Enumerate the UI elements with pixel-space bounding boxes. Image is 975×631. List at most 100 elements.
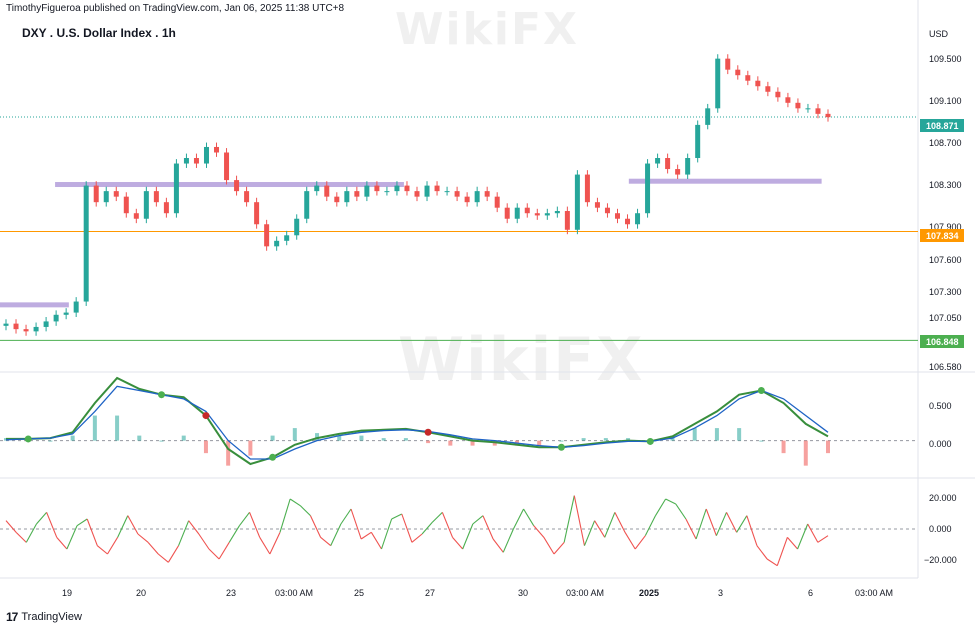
histogram-bar <box>737 428 742 441</box>
candle-body <box>574 174 580 230</box>
time-tick-label: 03:00 AM <box>566 588 604 598</box>
candle-body <box>685 158 691 175</box>
momentum-segment <box>36 511 48 525</box>
momentum-segment <box>238 512 250 526</box>
candle-body <box>564 211 570 230</box>
candle-body <box>183 158 189 164</box>
momentum-segment <box>401 513 413 543</box>
histogram-bar <box>226 440 231 466</box>
candle-body <box>334 196 340 203</box>
candle-body <box>133 213 139 219</box>
candle-body <box>534 213 540 216</box>
histogram-bar <box>537 440 542 446</box>
momentum-segment <box>736 515 748 533</box>
histogram-bar <box>292 428 297 441</box>
histogram-bar <box>626 438 631 441</box>
histogram-bar <box>426 440 431 444</box>
momentum-segment <box>675 503 687 520</box>
chart-title: DXY . U.S. Dollar Index . 1h <box>22 26 176 40</box>
crossover-dot <box>757 387 765 395</box>
momentum-segment <box>462 523 474 550</box>
candle-body <box>3 323 9 326</box>
mom-tick-label: −20.000 <box>924 555 957 565</box>
candle-body <box>314 185 320 192</box>
candle-body <box>795 102 801 109</box>
price-tick-label: 108.700 <box>929 138 962 148</box>
momentum-segment <box>553 541 565 555</box>
support-resistance-zone <box>55 182 404 188</box>
candle-body <box>354 191 360 197</box>
price-tick-label: 106.580 <box>929 362 962 372</box>
momentum-segment <box>157 553 169 563</box>
candle-body <box>43 321 49 327</box>
candle-body <box>23 329 29 332</box>
time-tick-label: 20 <box>136 588 146 598</box>
candle-body <box>745 75 751 81</box>
momentum-segment <box>86 518 98 546</box>
support-resistance-zone <box>628 178 822 184</box>
momentum-segment <box>746 515 758 546</box>
candle-body <box>93 185 99 203</box>
momentum-segment <box>573 495 585 546</box>
candle-body <box>424 185 430 197</box>
momentum-segment <box>117 515 129 538</box>
last-price-badge <box>920 119 964 132</box>
momentum-segment <box>705 508 717 536</box>
momentum-segment <box>583 520 596 546</box>
candle-body <box>514 207 520 219</box>
time-tick-label: 25 <box>354 588 364 598</box>
momentum-segment <box>695 508 707 540</box>
momentum-segment <box>5 520 17 533</box>
histogram-bar <box>270 435 275 441</box>
histogram-bar <box>181 435 186 441</box>
momentum-segment <box>178 520 190 546</box>
candle-body <box>364 185 370 197</box>
momentum-segment <box>492 538 504 553</box>
time-tick-label: 03:00 AM <box>275 588 313 598</box>
momentum-segment <box>604 512 616 538</box>
histogram-bar <box>826 440 830 454</box>
crossover-dot <box>269 453 277 461</box>
momentum-segment <box>167 545 179 563</box>
price-tick-label: 109.500 <box>929 54 962 64</box>
momentum-segment <box>249 512 261 538</box>
candle-body <box>464 196 470 203</box>
momentum-segment <box>431 511 443 523</box>
momentum-segment <box>46 512 58 538</box>
histogram-bar <box>92 415 97 441</box>
candle-body <box>544 213 550 216</box>
momentum-segment <box>269 532 281 555</box>
candle-body <box>524 207 530 214</box>
time-tick-label: 27 <box>425 588 435 598</box>
candle-body <box>554 211 560 214</box>
momentum-segment <box>56 536 68 550</box>
green-level-badge <box>920 335 964 348</box>
momentum-segment <box>96 545 108 555</box>
histogram-bar <box>603 438 608 441</box>
candle-body <box>274 240 280 247</box>
candle-body <box>785 97 791 103</box>
candle-body <box>284 235 290 241</box>
candle-body <box>484 191 490 197</box>
candle-body <box>715 58 721 109</box>
time-tick-label: 03:00 AM <box>855 588 893 598</box>
momentum-segment <box>391 513 403 520</box>
histogram-bar <box>315 433 320 441</box>
candle-body <box>123 196 129 214</box>
last-price-label: 108.871 <box>926 121 959 131</box>
candle-body <box>625 218 631 225</box>
histogram-bar <box>470 440 475 446</box>
histogram-bar <box>692 428 697 441</box>
footer[interactable]: 17 TradingView <box>6 610 82 624</box>
candle-body <box>344 191 350 203</box>
crossover-dot <box>202 412 210 420</box>
candle-body <box>113 191 119 197</box>
momentum-segment <box>228 525 240 543</box>
orange-level-label: 107.834 <box>926 231 959 241</box>
momentum-segment <box>614 512 626 533</box>
candle-body <box>404 185 410 192</box>
crossover-dot <box>557 443 565 451</box>
momentum-segment <box>543 537 555 555</box>
candle-body <box>645 163 651 214</box>
